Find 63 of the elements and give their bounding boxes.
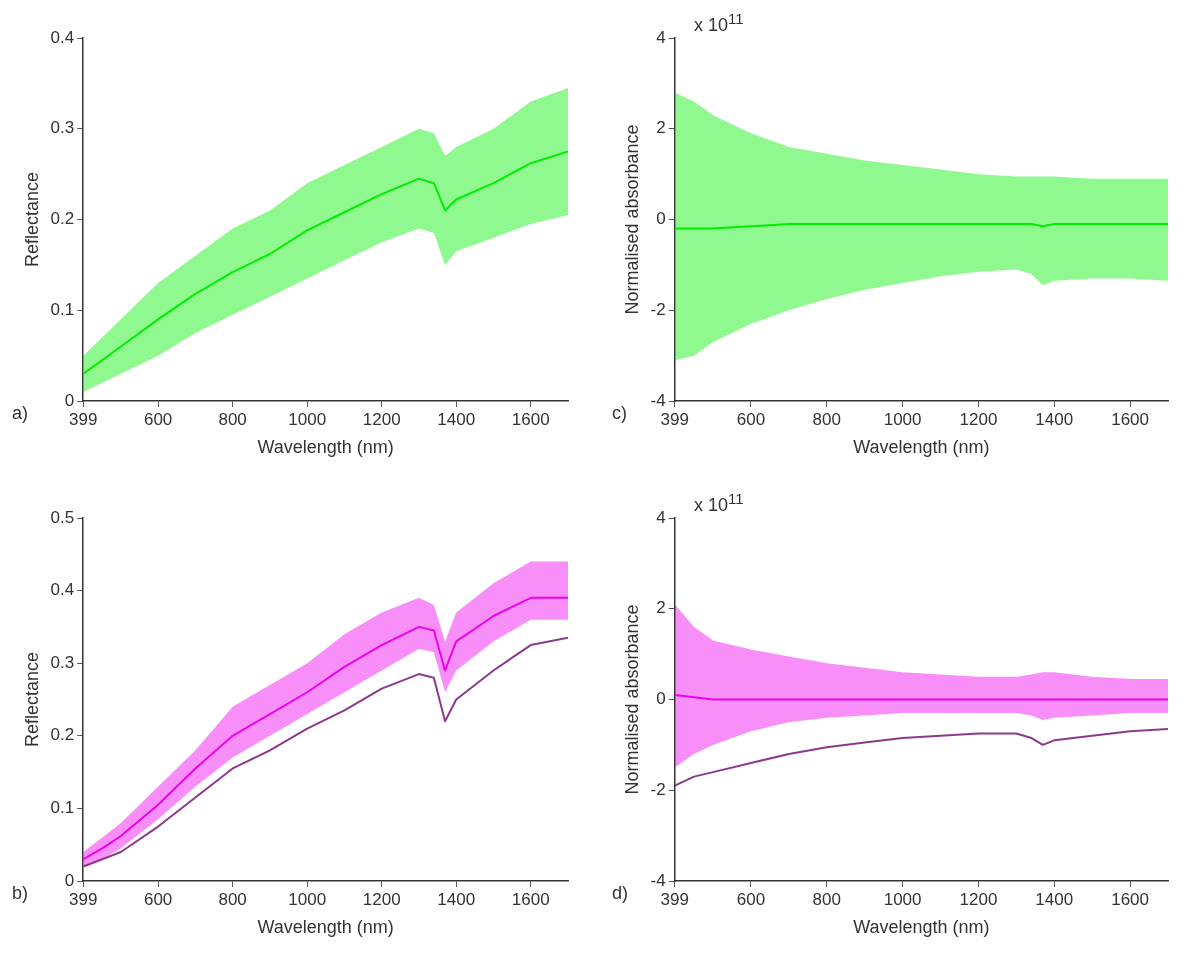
x-tick-label: 1200 bbox=[959, 889, 998, 909]
x-tick-label: 399 bbox=[69, 409, 98, 429]
x-tick-label: 1000 bbox=[288, 409, 327, 429]
x-tick-label: 600 bbox=[736, 889, 766, 909]
y-tick-label: 0.4 bbox=[50, 580, 75, 600]
y-tick-label: 0.1 bbox=[50, 798, 75, 818]
x-tick-label: 800 bbox=[218, 889, 247, 909]
x-tick-label: 800 bbox=[812, 409, 841, 429]
x-tick-label: 1600 bbox=[1111, 889, 1149, 909]
x-axis-title: Wavelength (nm) bbox=[853, 437, 990, 458]
y-tick-label: -4 bbox=[650, 390, 666, 410]
y-tick-label: 0 bbox=[64, 870, 75, 890]
x-tick-label: 800 bbox=[812, 889, 841, 909]
y-tick-label: 0.3 bbox=[50, 118, 75, 138]
x-tick-label: 1400 bbox=[437, 889, 476, 909]
x-tick-label: 1600 bbox=[511, 409, 550, 429]
y-axis-title: Reflectance bbox=[21, 651, 42, 748]
y-axis-title: Normalised absorbance bbox=[621, 124, 642, 315]
y-tick-label: 0.2 bbox=[50, 209, 75, 229]
x-tick-label: 1400 bbox=[1035, 409, 1074, 429]
y-tick-label: -4 bbox=[650, 870, 666, 890]
y-tick-label: 0.5 bbox=[50, 507, 75, 527]
text: b) bbox=[12, 883, 29, 904]
x-tick-label: 1400 bbox=[437, 409, 476, 429]
x-tick-label: 1000 bbox=[883, 409, 922, 429]
x-tick-label: 399 bbox=[69, 889, 98, 909]
x-tick-label: 1400 bbox=[1035, 889, 1074, 909]
text: a) bbox=[12, 403, 29, 424]
x-tick-label: 1200 bbox=[362, 409, 401, 429]
x-axis-title: Wavelength (nm) bbox=[257, 437, 394, 458]
x-tick-label: 1000 bbox=[288, 889, 327, 909]
y-tick-label: 4 bbox=[656, 27, 666, 47]
y-tick-label: 4 bbox=[656, 507, 666, 527]
x-tick-label: 1000 bbox=[883, 889, 922, 909]
x-axis-title: Wavelength (nm) bbox=[257, 917, 394, 938]
y-tick-label: 0 bbox=[64, 390, 75, 410]
x-tick-label: 1200 bbox=[959, 409, 998, 429]
y-tick-label: 0.1 bbox=[50, 299, 75, 319]
x-tick-label: 1200 bbox=[362, 889, 401, 909]
y-tick-label: 0 bbox=[656, 689, 666, 709]
text: c) bbox=[612, 403, 627, 424]
y-tick-label: 2 bbox=[656, 598, 666, 618]
y-tick-label: -2 bbox=[650, 299, 666, 319]
text: x 10$^{11}$ bbox=[694, 490, 744, 516]
x-tick-label: 600 bbox=[736, 409, 766, 429]
y-tick-label: 2 bbox=[656, 118, 666, 138]
y-tick-label: 0.2 bbox=[50, 725, 75, 745]
text: d) bbox=[612, 883, 629, 904]
text: x 10$^{11}$ bbox=[694, 10, 744, 36]
x-tick-label: 1600 bbox=[511, 889, 550, 909]
y-tick-label: 0.4 bbox=[50, 27, 75, 47]
x-tick-label: 600 bbox=[143, 889, 173, 909]
y-tick-label: 0.3 bbox=[50, 652, 75, 672]
x-tick-label: 600 bbox=[143, 409, 173, 429]
y-axis-title: Reflectance bbox=[21, 171, 42, 268]
x-tick-label: 399 bbox=[660, 889, 689, 909]
x-tick-label: 800 bbox=[218, 409, 247, 429]
y-tick-label: 0 bbox=[656, 209, 666, 229]
x-tick-label: 1600 bbox=[1111, 409, 1149, 429]
x-axis-title: Wavelength (nm) bbox=[853, 917, 990, 938]
y-axis-title: Normalised absorbance bbox=[621, 604, 642, 795]
x-tick-label: 399 bbox=[660, 409, 689, 429]
y-tick-label: -2 bbox=[650, 779, 666, 799]
